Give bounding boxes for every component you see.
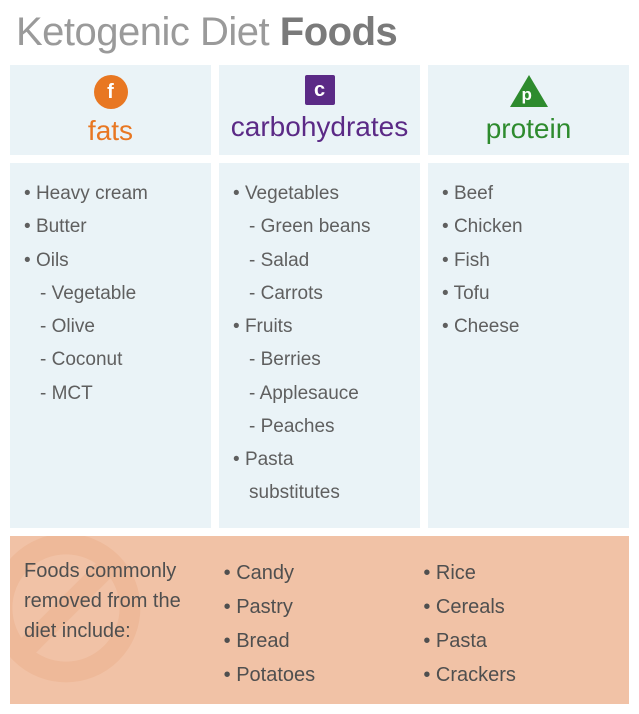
removed-col-2: RiceCerealsPastaCrackers [423, 556, 615, 692]
list-item: Salad [233, 244, 410, 277]
page-title: Ketogenic Diet Foods [10, 8, 629, 65]
removed-item: Rice [423, 556, 615, 590]
removed-item: Crackers [423, 658, 615, 692]
list-item: MCT [24, 377, 201, 410]
col-body-carbs: VegetablesGreen beansSaladCarrotsFruitsB… [219, 163, 420, 528]
protein-icon: p [510, 75, 548, 107]
carbs-icon: c [305, 75, 335, 105]
list-item: Green beans [233, 210, 410, 243]
list-item: Vegetable [24, 277, 201, 310]
list-item: Carrots [233, 277, 410, 310]
title-prefix: Ketogenic Diet [16, 10, 280, 54]
protein-label: protein [486, 113, 572, 145]
list-item: Coconut [24, 343, 201, 376]
list-item: Fruits [233, 310, 410, 343]
title-bold: Foods [280, 10, 397, 54]
list-item: Chicken [442, 210, 619, 243]
removed-item: Cereals [423, 590, 615, 624]
removed-item: Bread [224, 624, 416, 658]
removed-item: Potatoes [224, 658, 416, 692]
columns-body-row: Heavy creamButterOilsVegetableOliveCocon… [10, 163, 629, 528]
list-item: Oils [24, 244, 201, 277]
carbs-label: carbohydrates [231, 111, 408, 143]
removed-col-1: CandyPastryBreadPotatoes [224, 556, 416, 692]
list-item: Olive [24, 310, 201, 343]
list-item: Peaches [233, 410, 410, 443]
protein-icon-letter: p [522, 86, 532, 103]
fats-icon: f [94, 75, 128, 109]
col-body-protein: BeefChickenFishTofuCheese [428, 163, 629, 528]
list-item: substitutes [233, 476, 410, 509]
list-item: Heavy cream [24, 177, 201, 210]
removed-item: Pastry [224, 590, 416, 624]
list-item: Fish [442, 244, 619, 277]
list-item: Butter [24, 210, 201, 243]
list-item: Berries [233, 343, 410, 376]
list-item: Cheese [442, 310, 619, 343]
removed-item: Candy [224, 556, 416, 590]
infographic-root: Ketogenic Diet Foods f fats c carbohydrates… [0, 0, 639, 714]
col-head-fats: f fats [10, 65, 211, 155]
removed-item: Pasta [423, 624, 615, 658]
col-head-carbs: c carbohydrates [219, 65, 420, 155]
col-head-protein: p protein [428, 65, 629, 155]
removed-panel: Foods commonly removed from the diet inc… [10, 536, 629, 705]
list-item: Applesauce [233, 377, 410, 410]
list-item: Beef [442, 177, 619, 210]
removed-intro: Foods commonly removed from the diet inc… [24, 556, 216, 692]
columns-header-row: f fats c carbohydrates p protein [10, 65, 629, 155]
list-item: Pasta [233, 443, 410, 476]
fats-label: fats [88, 115, 133, 147]
col-body-fats: Heavy creamButterOilsVegetableOliveCocon… [10, 163, 211, 528]
list-item: Tofu [442, 277, 619, 310]
list-item: Vegetables [233, 177, 410, 210]
